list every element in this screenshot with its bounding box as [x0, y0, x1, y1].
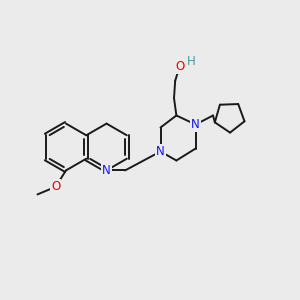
Text: N: N: [102, 164, 111, 177]
Text: H: H: [187, 55, 196, 68]
Text: O: O: [51, 180, 60, 194]
Text: N: N: [156, 145, 165, 158]
Text: O: O: [175, 60, 184, 73]
Text: N: N: [191, 118, 200, 131]
